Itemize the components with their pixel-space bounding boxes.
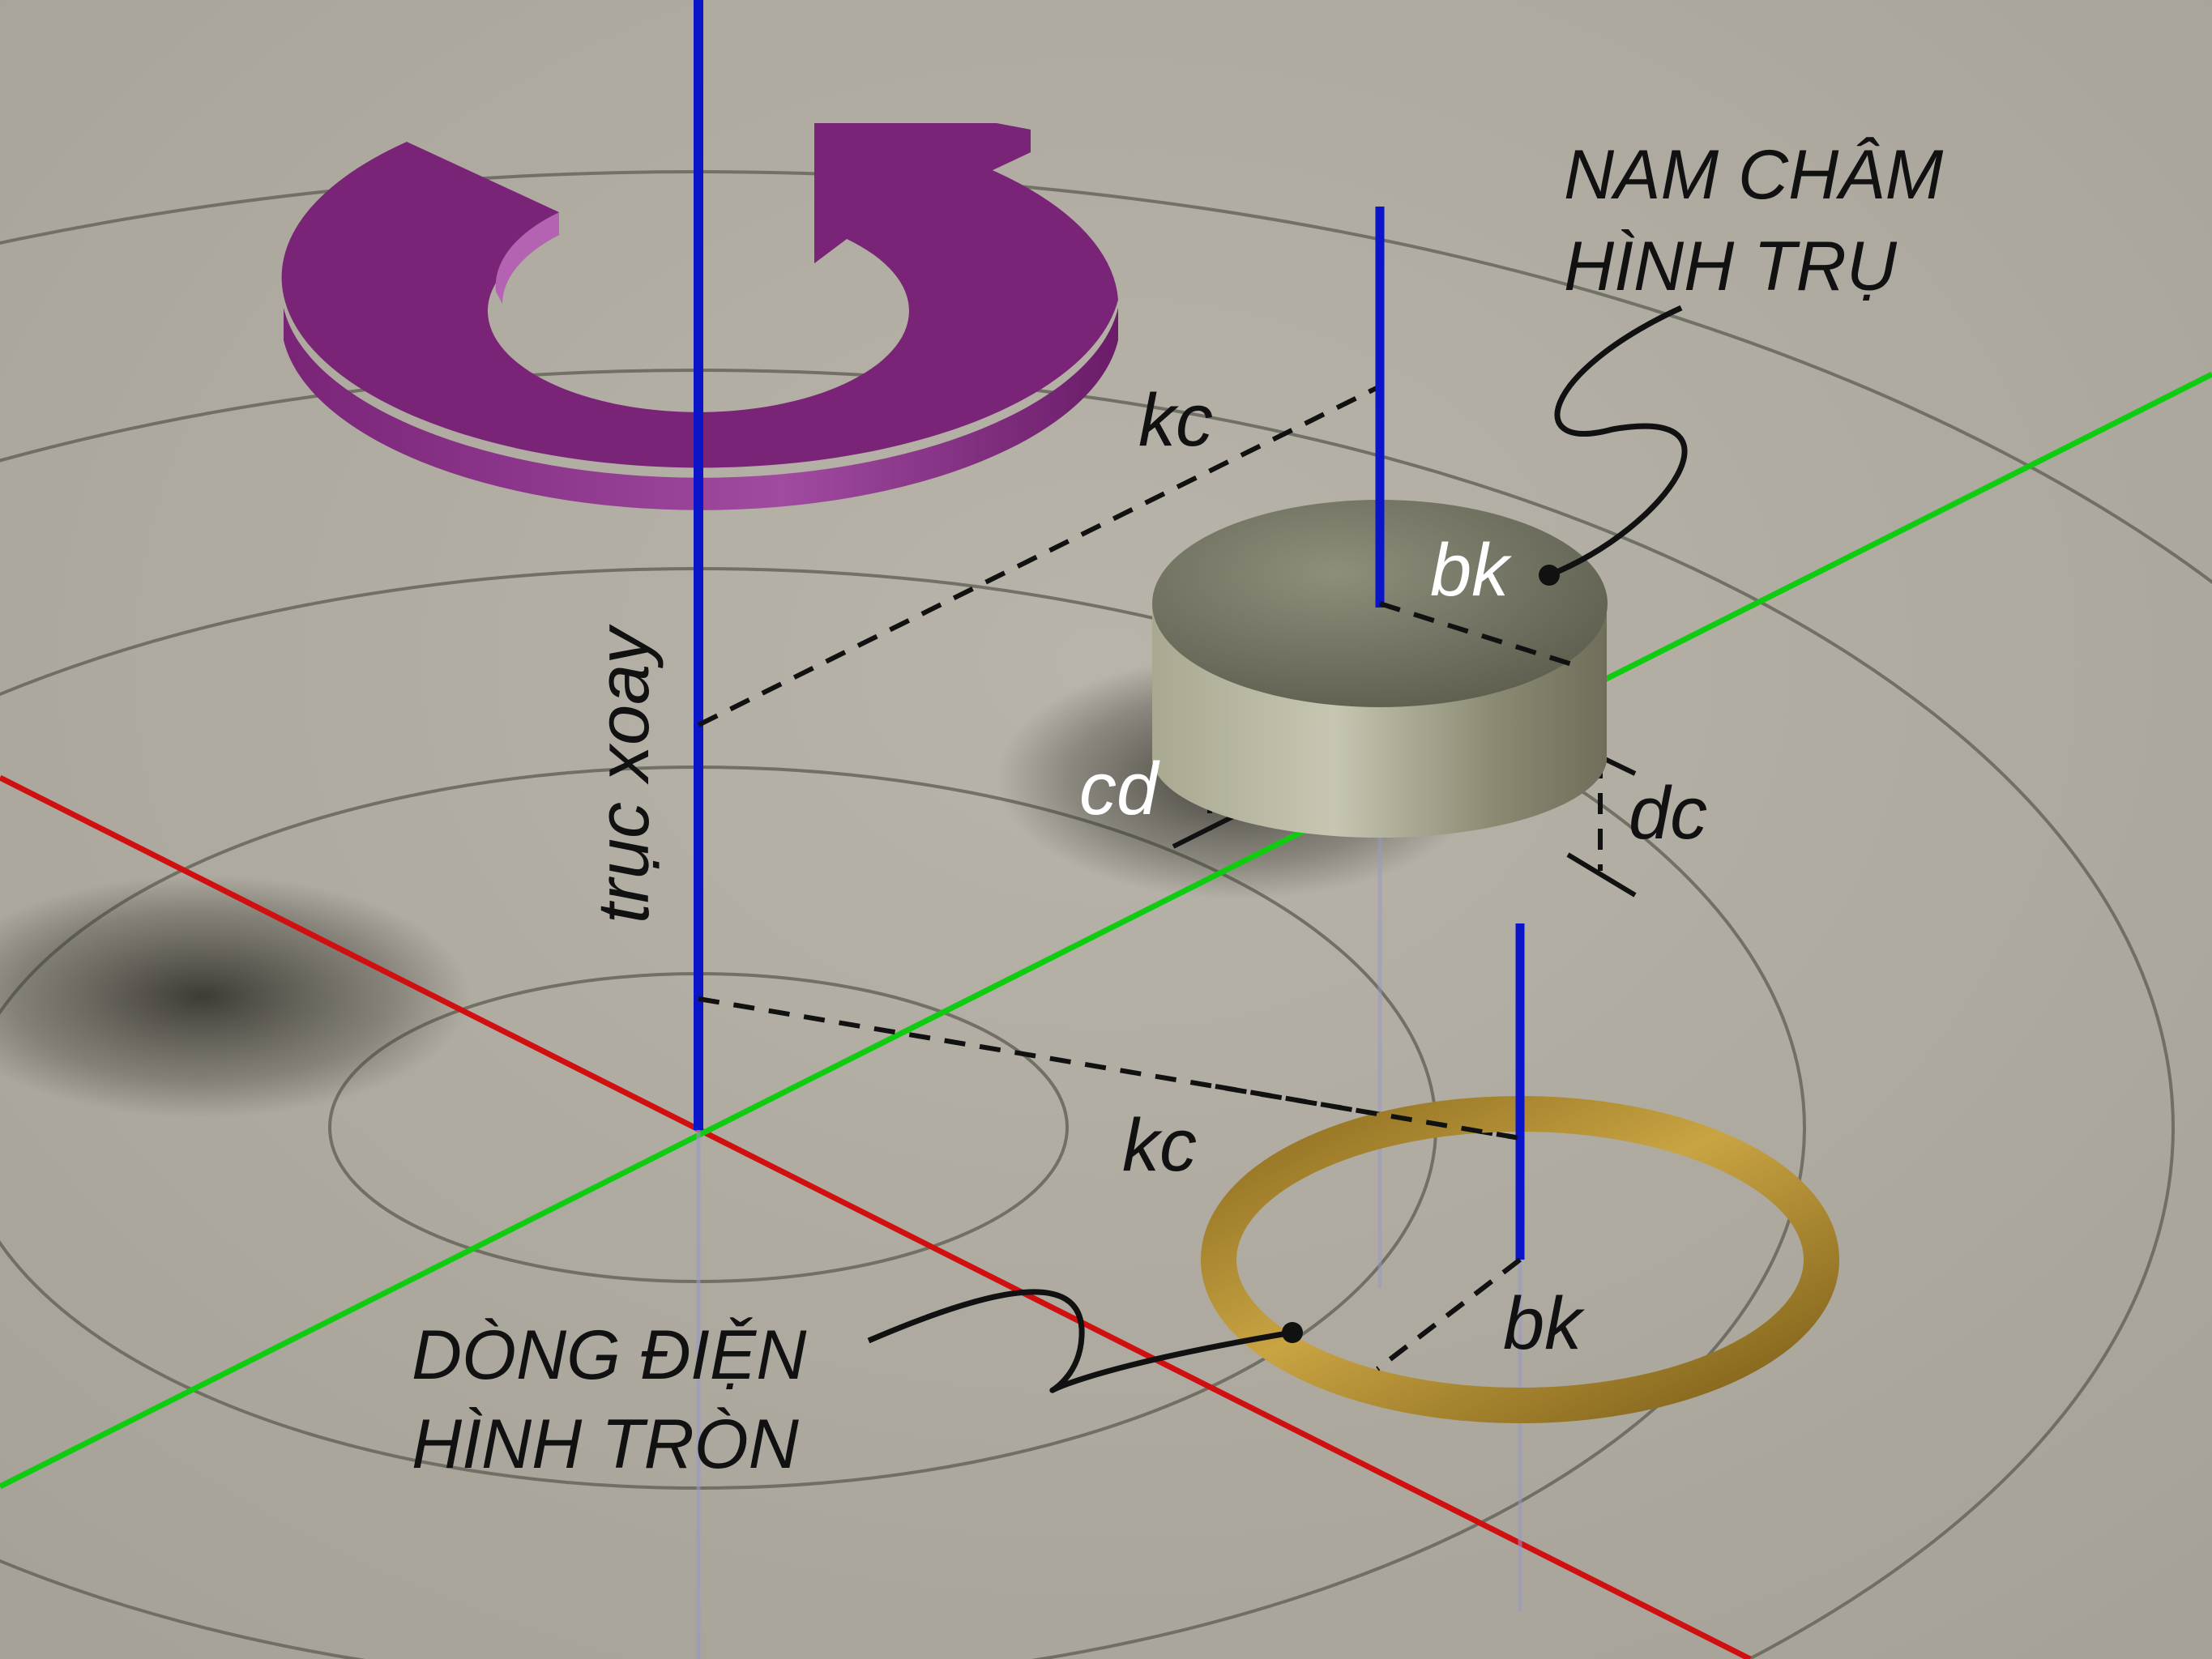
kc-bottom-line-front [1215,1084,1521,1141]
magnet-callout-leader [1548,305,1688,578]
callout-leaders [867,305,1688,1393]
dc-label: dc [1629,772,1707,855]
kc-top-line [697,384,1381,727]
bk-magnet-label: bk [1430,529,1512,612]
rotation-arrow-icon [281,123,1119,510]
rotation-arrow-head [814,123,1031,263]
x-axis [0,774,1752,1659]
rotation-axis-label: trục xoay [583,624,664,923]
rotation-arrow-side [284,308,1118,510]
ring-callout-leader [867,1289,1293,1393]
kc-bottom-label: kc [1122,1104,1197,1187]
bk-ring-line-front [1376,1257,1522,1371]
rotation-arrow-shadow [0,875,470,1118]
cylinder-magnet-icon [1152,500,1608,838]
dc-tick-bottom [1566,852,1637,898]
rotation-arrow-inner-lip [495,212,559,304]
magnet-title-line1: NAM CHÂM [1564,136,1944,214]
ring-callout-dot [1282,1322,1303,1343]
kc-top-label: kc [1138,379,1213,462]
current-title-line2: HÌNH TRÒN [412,1405,800,1483]
y-axis [0,371,2212,1490]
bk-ring-label: bk [1503,1282,1585,1365]
magnet-callout-dot [1539,565,1560,586]
cd-label: cd [1079,748,1160,830]
current-title-line1: DÒNG ĐIỆN [412,1316,807,1394]
magnet-title-line2: HÌNH TRỤ [1564,228,1898,305]
